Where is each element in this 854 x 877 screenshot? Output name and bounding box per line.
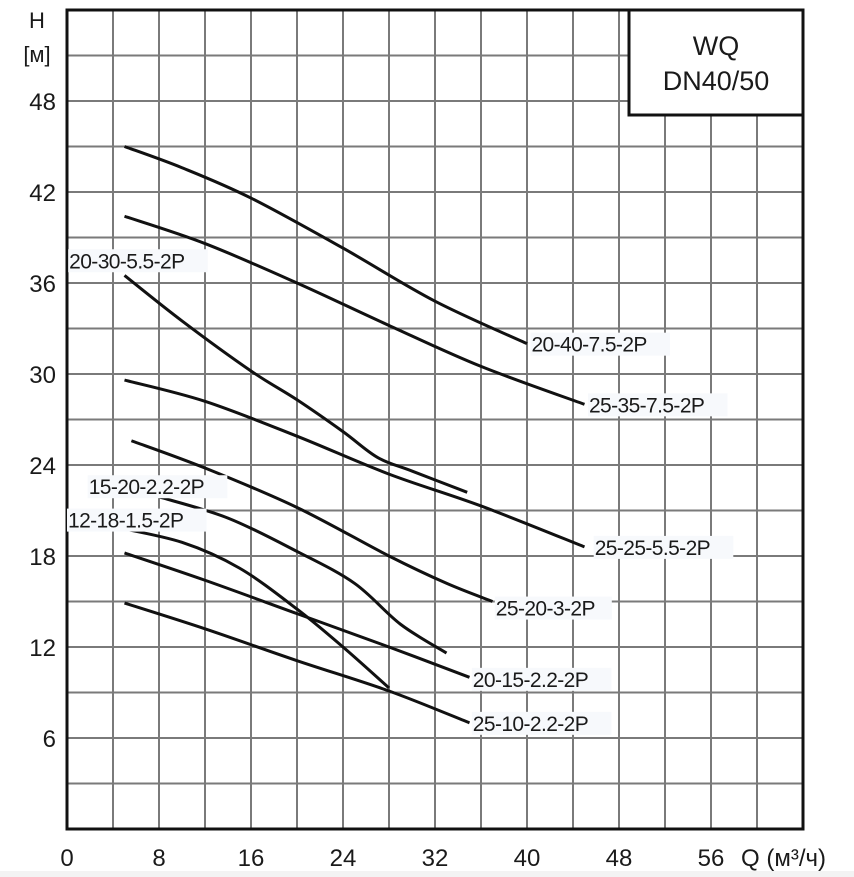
curve-label-bg	[471, 667, 612, 691]
title-box: WQ DN40/50	[627, 8, 805, 117]
pump-curves	[114, 145, 586, 725]
curve-label-bg	[530, 332, 671, 356]
grid-lines	[67, 10, 803, 829]
curve-label: 20-40-7.5-2P	[531, 334, 646, 357]
y-tick-label: 42	[29, 180, 56, 207]
curve-label-bg	[67, 508, 207, 532]
x-tick-label: 16	[238, 845, 265, 872]
curve-label-bg	[494, 596, 612, 620]
x-tick-label: 40	[514, 845, 541, 872]
y-tick-label: 12	[29, 635, 56, 662]
curve-20-40-7.5-2P	[123, 145, 528, 346]
bottom-strip	[0, 871, 854, 877]
plot-frame	[65, 8, 805, 831]
y-tick-label: 30	[29, 362, 56, 389]
x-tick-label: 8	[152, 845, 165, 872]
curve-12-18-1.5-2P	[114, 525, 390, 690]
curve-label: 15-20-2.2-2P	[89, 476, 204, 499]
y-axis-label-unit: [м]	[23, 42, 50, 67]
curve-label-bg	[68, 249, 208, 273]
curve-15-20-2.2-2P	[158, 495, 448, 655]
title-line-2: DN40/50	[663, 66, 770, 96]
y-tick-label: 24	[29, 453, 56, 480]
curve-label: 12-18-1.5-2P	[68, 510, 183, 533]
x-tick-labels: 0 8 16 24 32 40 48 56	[60, 845, 724, 872]
curve-25-20-3-2P	[130, 439, 494, 603]
curve-label-bg	[471, 711, 612, 735]
curve-label: 25-10-2.2-2P	[473, 713, 588, 736]
curve-label: 20-15-2.2-2P	[473, 669, 588, 692]
curve-label-bg	[593, 535, 734, 559]
y-axis: H [м]	[23, 8, 50, 67]
title-line-1: WQ	[693, 31, 740, 61]
curve-label: 25-35-7.5-2P	[589, 394, 704, 417]
x-tick-label: 32	[422, 845, 449, 872]
curve-label: 25-20-3-2P	[496, 598, 595, 621]
curve-labels: 20-40-7.5-2P 25-35-7.5-2P 20-30-5.5-2P 25-2…	[67, 249, 734, 736]
x-tick-label: 48	[606, 845, 633, 872]
curve-20-30-5.5-2P	[123, 274, 468, 494]
y-tick-labels: 6 12 18 24 30 36 42 48	[29, 89, 56, 753]
curve-25-25-5.5-2P	[124, 378, 586, 549]
y-axis-label-h: H	[29, 8, 45, 33]
curve-label-bg	[87, 475, 228, 499]
x-tick-label: 24	[330, 845, 357, 872]
curve-label: 25-25-5.5-2P	[595, 537, 710, 560]
x-axis-label: Q (м³/ч)	[741, 845, 826, 872]
curve-label: 20-30-5.5-2P	[69, 250, 184, 273]
curve-label-bg	[587, 393, 728, 417]
y-tick-label: 48	[29, 89, 56, 116]
curve-25-35-7.5-2P	[124, 214, 586, 406]
y-tick-label: 36	[29, 271, 56, 298]
curve-20-15-2.2-2P	[124, 551, 471, 679]
x-tick-label: 0	[60, 845, 73, 872]
y-tick-label: 18	[29, 544, 56, 571]
y-tick-label: 6	[43, 726, 56, 753]
curve-25-10-2.2-2P	[124, 601, 471, 725]
x-tick-label: 56	[698, 845, 725, 872]
